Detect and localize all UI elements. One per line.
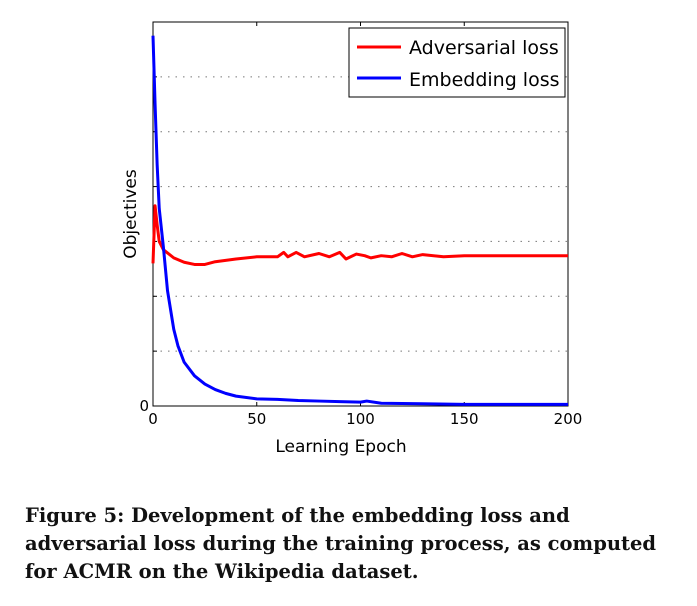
y-axis-label: Objectives [121,169,141,259]
legend-label-adversarial: Adversarial loss [409,37,559,59]
legend-box [348,27,566,98]
series-lines [151,35,568,406]
x-tick-label: 150 [450,410,479,428]
x-tick-label: 0 [148,410,158,428]
series-line-embedding [151,35,568,406]
series-line-adversarial [151,204,568,266]
x-tick-label: 200 [554,410,583,428]
grid [153,76,568,352]
legend-label-embedding: Embedding loss [409,69,560,91]
figure-caption: Figure 5: Development of the embedding l… [25,504,657,583]
legend: Adversarial loss Embedding loss [348,27,566,98]
x-axis-label: Learning Epoch [275,437,406,457]
x-tick-label: 50 [247,410,266,428]
y-tick-label: 0 [139,397,149,415]
x-tick-label: 100 [346,410,375,428]
